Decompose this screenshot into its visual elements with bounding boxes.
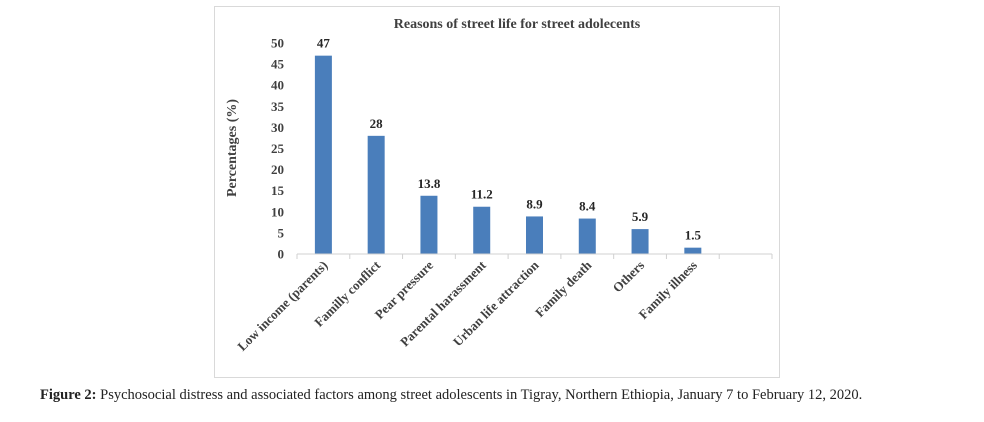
category-labels: Low income (parents)Familly conflictPear… — [234, 257, 700, 354]
bar — [526, 216, 543, 254]
x-axis-ticks — [296, 254, 773, 259]
y-tick-label: 50 — [271, 36, 284, 51]
data-label: 47 — [317, 36, 331, 51]
bar-chart: Reasons of street life for street adolec… — [225, 17, 773, 354]
data-label: 13.8 — [418, 176, 441, 191]
bar — [314, 55, 332, 254]
data-label: 8.9 — [526, 196, 543, 211]
y-tick-label: 30 — [271, 120, 284, 135]
bar — [578, 218, 596, 254]
data-label: 11.2 — [471, 187, 493, 202]
figure-caption: Figure 2: Psychosocial distress and asso… — [40, 387, 970, 404]
bars — [314, 55, 702, 254]
bar — [473, 206, 491, 254]
bar — [631, 229, 649, 254]
caption-label: Figure 2: — [40, 387, 97, 403]
category-label: Family death — [532, 257, 595, 320]
caption-text: Psychosocial distress and associated fac… — [100, 387, 863, 403]
data-labels: 47 28 13.8 11.2 8.9 8.4 5.9 1.5 — [317, 36, 702, 243]
y-tick-label: 0 — [278, 247, 285, 262]
chart-title: Reasons of street life for street adolec… — [394, 17, 641, 32]
bar — [684, 247, 702, 254]
bar — [420, 195, 438, 254]
y-tick-label: 10 — [271, 204, 284, 219]
bar — [367, 135, 385, 254]
y-axis-ticks: 0 5 10 15 20 25 30 35 40 45 50 — [271, 36, 285, 262]
category-label: Others — [610, 258, 648, 296]
data-label: 1.5 — [685, 228, 702, 243]
y-tick-label: 25 — [271, 141, 285, 156]
data-label: 5.9 — [632, 209, 649, 224]
y-axis-label: Percentages (%) — [225, 99, 240, 197]
y-tick-label: 45 — [271, 57, 285, 72]
y-tick-label: 5 — [278, 225, 285, 240]
y-tick-label: 35 — [271, 99, 285, 114]
data-label: 28 — [370, 116, 384, 131]
data-label: 8.4 — [579, 199, 596, 214]
y-tick-label: 15 — [271, 183, 285, 198]
chart-frame — [214, 6, 780, 378]
y-tick-label: 40 — [271, 78, 284, 93]
category-label: Low income (parents) — [234, 258, 330, 354]
y-tick-label: 20 — [271, 162, 284, 177]
